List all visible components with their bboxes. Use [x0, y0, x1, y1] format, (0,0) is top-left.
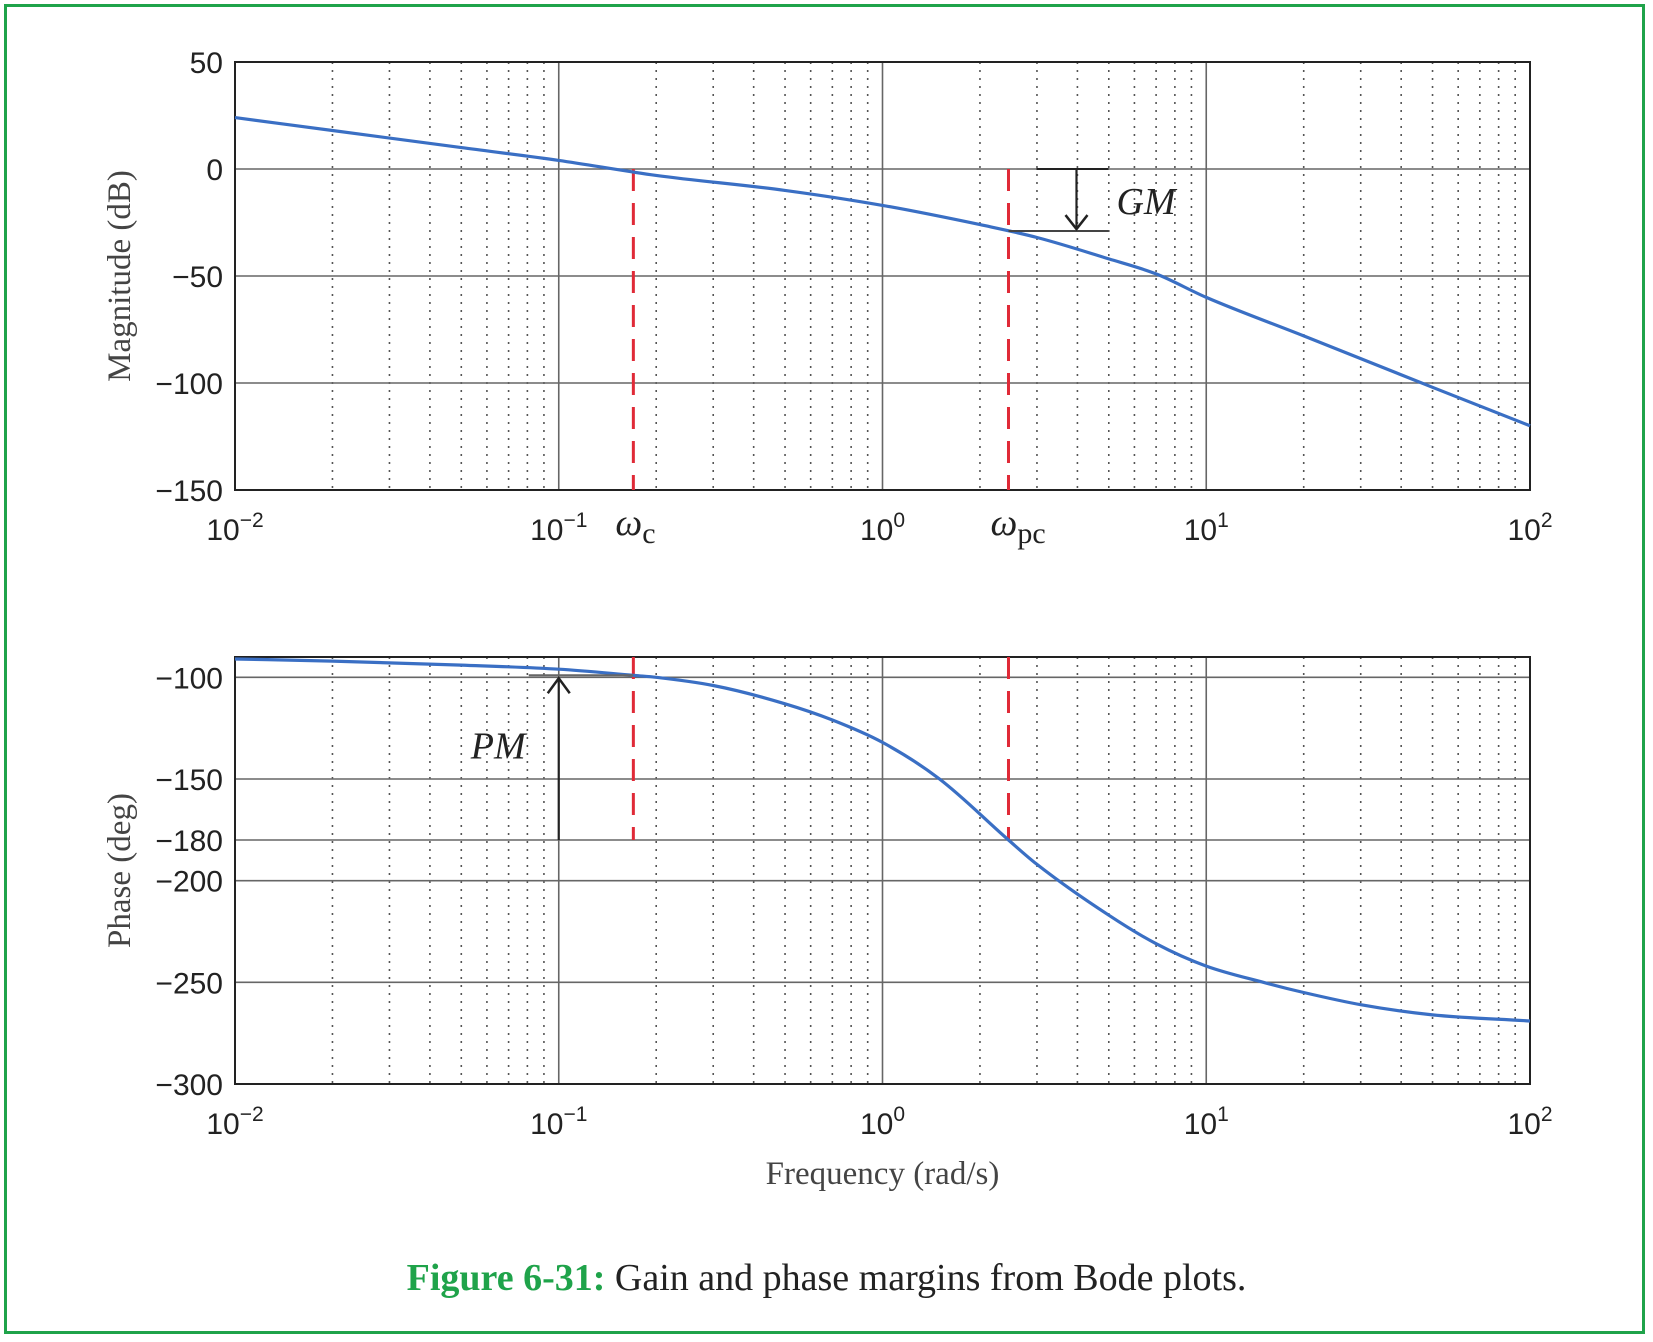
gm-label: GM — [1116, 181, 1177, 223]
omega-c-label: ωc — [615, 502, 655, 550]
mag-xtick-label: 102 — [1507, 509, 1552, 547]
phase-xlabel: Frequency (rad/s) — [766, 1156, 1000, 1192]
pm-arrow-head — [546, 676, 571, 695]
phase-ytick-label: −300 — [155, 1069, 223, 1102]
mag-xtick-label: 10−2 — [206, 509, 263, 547]
phase-ytick-label: −150 — [155, 764, 223, 797]
mag-xtick-label: 10−1 — [530, 509, 587, 547]
phase-ytick-label: −100 — [155, 662, 223, 695]
gm-arrow-head — [1064, 214, 1089, 232]
mag-xtick-label: 101 — [1184, 509, 1229, 547]
mag-ytick-label: 50 — [190, 47, 223, 80]
figure-label: Figure 6-31: — [406, 1257, 606, 1299]
phase-xtick-label: 102 — [1507, 1103, 1552, 1141]
phase-ytick-label: −200 — [155, 866, 223, 899]
phase-series-line — [234, 657, 1531, 1023]
phase-xtick-label: 10−1 — [530, 1103, 587, 1141]
pm-label: PM — [470, 726, 528, 768]
omega-pc-label: ωpc — [990, 502, 1045, 550]
phase-ylabel: Phase (deg) — [102, 793, 138, 948]
phase-xtick-label: 10−2 — [206, 1103, 263, 1141]
mag-ytick-label: −50 — [172, 261, 223, 294]
mag-ytick-label: −150 — [155, 475, 223, 508]
bode-plot: −150 −100 −50 0 50 10−2 10−1 100 101 102 Magnitude… — [102, 47, 1553, 1192]
figure-caption: Figure 6-31: Gain and phase margins from… — [0, 1256, 1653, 1300]
phase-ytick-label: −250 — [155, 967, 223, 1000]
phase-ytick-label: −180 — [155, 825, 223, 858]
mag-ylabel: Magnitude (dB) — [102, 170, 138, 382]
mag-xtick-label: 100 — [860, 509, 905, 547]
mag-series-line — [234, 116, 1531, 428]
phase-xtick-label: 100 — [860, 1103, 905, 1141]
phase-xtick-label: 101 — [1184, 1103, 1229, 1141]
mag-panel: −150 −100 −50 0 50 10−2 10−1 100 101 102 Magnitude… — [102, 47, 1553, 550]
caption-text: Gain and phase margins from Bode plots. — [605, 1257, 1247, 1299]
phase-panel: −300 −250 −200 −180 −150 −100 10−2 10−1 100 101 10… — [102, 656, 1553, 1192]
phase-axes-box — [234, 656, 1531, 1085]
figure-frame — [4, 4, 1645, 1334]
mag-axes-box — [234, 61, 1531, 491]
mag-ytick-label: 0 — [206, 154, 223, 187]
mag-ytick-label: −100 — [155, 368, 223, 401]
